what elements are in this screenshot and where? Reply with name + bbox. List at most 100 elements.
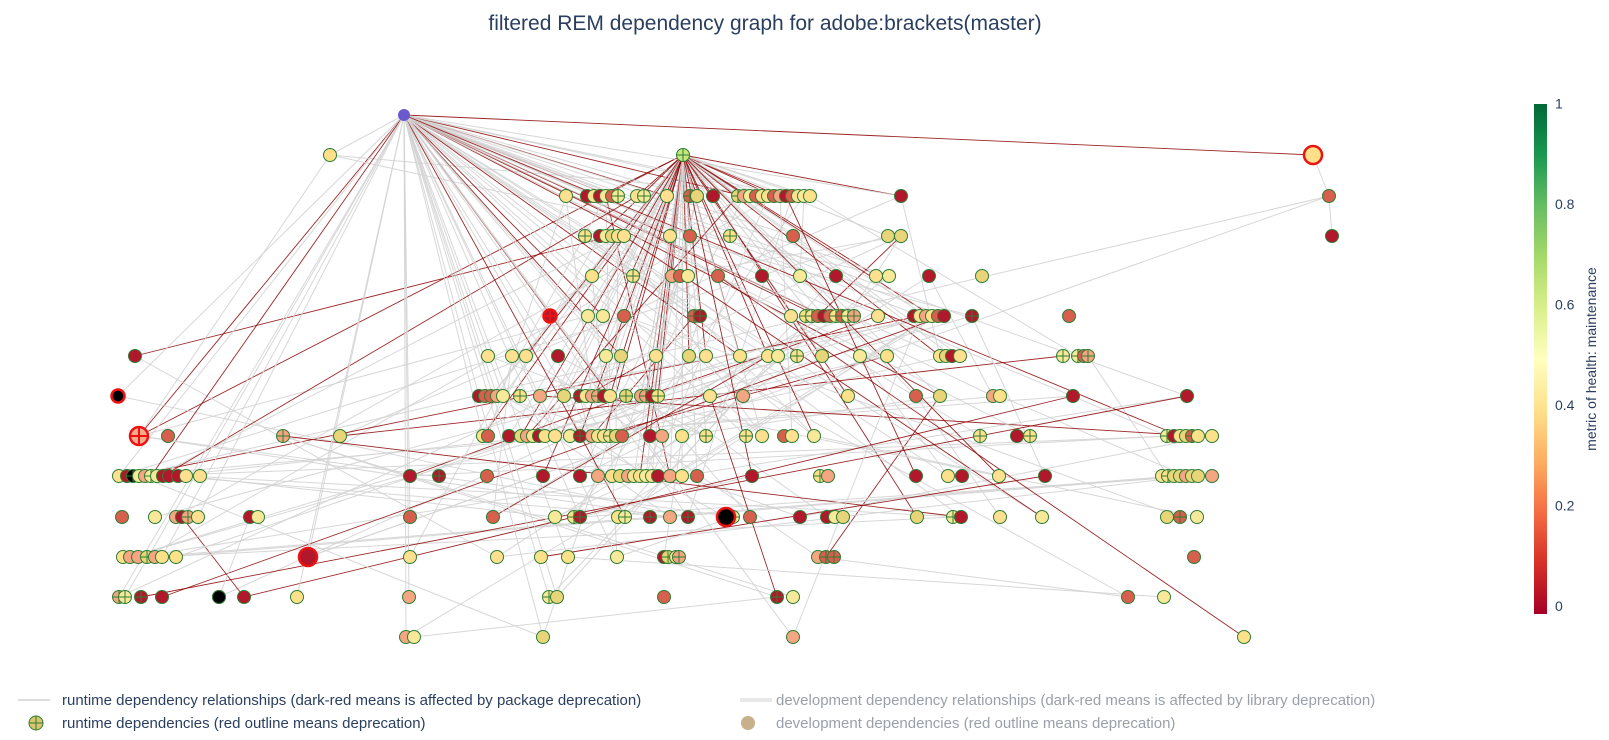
dependency-node[interactable] <box>965 309 979 323</box>
dependency-node[interactable] <box>573 429 587 443</box>
dependency-node[interactable] <box>179 469 193 483</box>
dependency-node[interactable] <box>251 510 265 524</box>
dependency-node[interactable] <box>1191 429 1205 443</box>
dependency-node[interactable] <box>1157 590 1171 604</box>
dependency-node[interactable] <box>954 510 968 524</box>
dependency-node[interactable] <box>755 269 769 283</box>
dependency-node[interactable] <box>815 349 829 363</box>
dependency-node[interactable] <box>617 309 631 323</box>
dependency-node[interactable] <box>115 510 129 524</box>
dependency-node[interactable] <box>703 389 717 403</box>
dependency-node[interactable] <box>881 229 895 243</box>
dependency-node[interactable] <box>502 429 516 443</box>
dependency-node[interactable] <box>542 308 558 324</box>
dependency-node[interactable] <box>212 590 226 604</box>
dependency-node[interactable] <box>481 429 495 443</box>
dependency-node[interactable] <box>403 469 417 483</box>
dependency-node[interactable] <box>536 469 550 483</box>
dependency-node[interactable] <box>614 349 628 363</box>
dependency-node[interactable] <box>660 189 674 203</box>
dependency-node[interactable] <box>557 389 571 403</box>
dependency-node[interactable] <box>699 349 713 363</box>
dependency-node[interactable] <box>672 550 686 564</box>
dependency-node[interactable] <box>637 189 651 203</box>
dependency-node[interactable] <box>128 425 150 447</box>
dependency-node[interactable] <box>663 510 677 524</box>
dependency-node[interactable] <box>1023 429 1037 443</box>
dependency-node[interactable] <box>786 229 800 243</box>
dependency-node[interactable] <box>596 309 610 323</box>
dependency-node[interactable] <box>548 510 562 524</box>
dependency-node[interactable] <box>690 469 704 483</box>
dependency-node[interactable] <box>551 349 565 363</box>
dependency-node[interactable] <box>663 469 677 483</box>
dependency-node[interactable] <box>736 389 750 403</box>
dependency-node[interactable] <box>1302 144 1324 166</box>
dependency-node[interactable] <box>155 550 169 564</box>
dependency-node[interactable] <box>973 429 987 443</box>
dependency-node[interactable] <box>1056 349 1070 363</box>
dependency-node[interactable] <box>591 469 605 483</box>
dependency-node[interactable] <box>853 349 867 363</box>
dependency-node[interactable] <box>237 590 251 604</box>
dependency-node[interactable] <box>169 550 183 564</box>
dependency-node[interactable] <box>534 550 548 564</box>
dependency-node[interactable] <box>690 189 704 203</box>
dependency-node[interactable] <box>715 506 737 528</box>
dependency-node[interactable] <box>193 469 207 483</box>
dependency-node[interactable] <box>643 510 657 524</box>
dependency-node[interactable] <box>550 590 564 604</box>
dependency-node[interactable] <box>548 429 562 443</box>
dependency-node[interactable] <box>655 429 669 443</box>
dependency-node[interactable] <box>618 510 632 524</box>
dependency-node[interactable] <box>681 269 695 283</box>
dependency-node[interactable] <box>1322 189 1336 203</box>
dependency-node[interactable] <box>651 389 665 403</box>
legend-runtime-edge-label[interactable]: runtime dependency relationships (dark-r… <box>62 692 641 709</box>
dependency-node[interactable] <box>333 429 347 443</box>
dependency-node[interactable] <box>675 429 689 443</box>
dependency-node[interactable] <box>1191 469 1205 483</box>
dependency-node[interactable] <box>276 429 290 443</box>
dependency-node[interactable] <box>403 510 417 524</box>
dependency-node[interactable] <box>496 389 510 403</box>
dependency-node[interactable] <box>706 189 720 203</box>
root-node[interactable] <box>398 109 410 121</box>
dependency-node[interactable] <box>110 388 126 404</box>
dependency-node[interactable] <box>869 269 883 283</box>
dependency-node[interactable] <box>533 389 547 403</box>
dependency-node[interactable] <box>1205 469 1219 483</box>
dependency-node[interactable] <box>841 389 855 403</box>
dependency-node[interactable] <box>643 429 657 443</box>
dependency-node[interactable] <box>617 229 631 243</box>
dependency-node[interactable] <box>675 469 689 483</box>
legend-runtime-node-symbol[interactable] <box>28 715 44 731</box>
dependency-node[interactable] <box>745 469 759 483</box>
dependency-node[interactable] <box>821 469 835 483</box>
dependency-node[interactable] <box>134 590 148 604</box>
dependency-node[interactable] <box>573 469 587 483</box>
dependency-node[interactable] <box>784 309 798 323</box>
dependency-node[interactable] <box>1160 510 1174 524</box>
dependency-node[interactable] <box>1187 550 1201 564</box>
dependency-node[interactable] <box>909 469 923 483</box>
dependency-node[interactable] <box>953 349 967 363</box>
dependency-node[interactable] <box>581 309 595 323</box>
dependency-node[interactable] <box>432 469 446 483</box>
dependency-node[interactable] <box>651 469 665 483</box>
legend-dev-edge-label[interactable]: development dependency relationships (da… <box>776 692 1375 709</box>
dependency-node[interactable] <box>836 510 850 524</box>
dependency-node[interactable] <box>1173 510 1187 524</box>
dependency-node[interactable] <box>770 590 784 604</box>
dependency-node[interactable] <box>128 349 142 363</box>
dependency-node[interactable] <box>1190 510 1204 524</box>
dependency-node[interactable] <box>161 429 175 443</box>
dependency-node[interactable] <box>955 469 969 483</box>
dependency-node[interactable] <box>573 510 587 524</box>
dependency-node[interactable] <box>402 590 416 604</box>
dependency-node[interactable] <box>807 429 821 443</box>
dependency-node[interactable] <box>290 590 304 604</box>
dependency-node[interactable] <box>803 189 817 203</box>
dependency-node[interactable] <box>585 269 599 283</box>
dependency-node[interactable] <box>693 309 707 323</box>
